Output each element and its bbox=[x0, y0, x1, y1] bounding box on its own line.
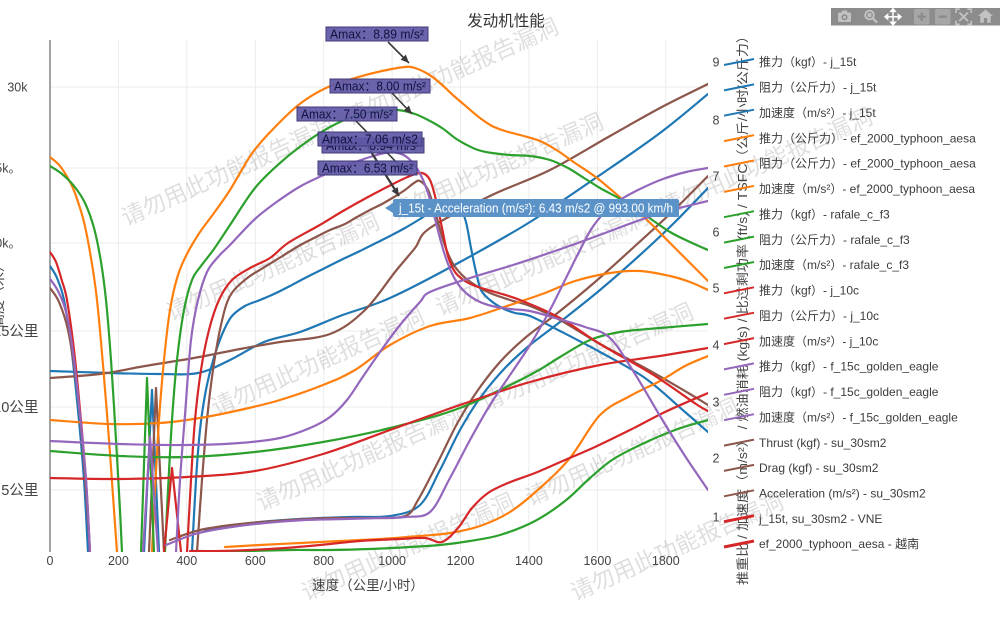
svg-text:加速度（m/s²）- f_15c_golden_eagle: 加速度（m/s²）- f_15c_golden_eagle bbox=[759, 409, 958, 424]
svg-text:9: 9 bbox=[713, 56, 720, 70]
svg-text:Amax：8.00 m/s²: Amax：8.00 m/s² bbox=[334, 79, 426, 93]
svg-text:Amax：8.89 m/s²: Amax：8.89 m/s² bbox=[330, 27, 424, 41]
svg-text:Amax：7.06 m/s2: Amax：7.06 m/s2 bbox=[322, 132, 418, 146]
svg-text:阻力（公斤力）- rafale_c_f3: 阻力（公斤力）- rafale_c_f3 bbox=[759, 233, 910, 247]
svg-text:推力（kgf）- j_10c: 推力（kgf）- j_10c bbox=[759, 284, 859, 298]
svg-text:Acceleration (m/s²) - su_30sm2: Acceleration (m/s²) - su_30sm2 bbox=[759, 487, 926, 501]
svg-text:1000: 1000 bbox=[378, 554, 406, 568]
svg-text:j_15t, su_30sm2 - VNE: j_15t, su_30sm2 - VNE bbox=[758, 512, 882, 526]
svg-text:阻力（公斤力）- ef_2000_typhoon_aesa: 阻力（公斤力）- ef_2000_typhoon_aesa bbox=[759, 157, 976, 171]
svg-text:Thrust (kgf) - su_30sm2: Thrust (kgf) - su_30sm2 bbox=[759, 436, 887, 450]
svg-text:加速度（m/s²）- rafale_c_f3: 加速度（m/s²）- rafale_c_f3 bbox=[759, 257, 909, 272]
svg-text:Amax：7.50 m/s²: Amax：7.50 m/s² bbox=[301, 107, 393, 121]
svg-text:阻力（kgf）- f_15c_golden_eagle: 阻力（kgf）- f_15c_golden_eagle bbox=[759, 385, 939, 399]
svg-text:推重比 / 加速度（m/s²） / 燃油消耗 (kg/s): 推重比 / 加速度（m/s²） / 燃油消耗 (kg/s) / 比过剩功率 (f… bbox=[735, 29, 750, 585]
svg-text:200: 200 bbox=[108, 554, 129, 568]
svg-text:1400: 1400 bbox=[515, 554, 543, 568]
svg-text:ef_2000_typhoon_aesa - 越南: ef_2000_typhoon_aesa - 越南 bbox=[759, 536, 919, 551]
svg-text:25k。: 25k。 bbox=[0, 162, 21, 176]
svg-text:4: 4 bbox=[713, 339, 720, 353]
svg-text:10公里: 10公里 bbox=[0, 400, 39, 416]
svg-text:Drag (kgf) - su_30sm2: Drag (kgf) - su_30sm2 bbox=[759, 461, 879, 475]
svg-text:6: 6 bbox=[713, 226, 720, 240]
svg-text:20k。: 20k。 bbox=[0, 237, 21, 251]
svg-text:Amax：6.53 m/s²: Amax：6.53 m/s² bbox=[322, 161, 413, 175]
svg-text:推力（kgf）- j_15t: 推力（kgf）- j_15t bbox=[759, 55, 857, 69]
svg-text:发动机性能: 发动机性能 bbox=[467, 12, 545, 30]
svg-text:3: 3 bbox=[713, 396, 720, 410]
svg-text:1: 1 bbox=[713, 511, 720, 525]
svg-text:1800: 1800 bbox=[652, 554, 680, 568]
svg-text:j_15t - Acceleration (m/s²): 6: j_15t - Acceleration (m/s²): 6.43 m/s2 @… bbox=[398, 201, 673, 216]
svg-text:加速度（m/s²）- j_15t: 加速度（m/s²）- j_15t bbox=[759, 105, 876, 120]
svg-text:600: 600 bbox=[245, 554, 266, 568]
svg-text:7: 7 bbox=[713, 170, 720, 184]
svg-text:30k: 30k bbox=[7, 81, 28, 95]
svg-text:阻力（公斤力）- j_15t: 阻力（公斤力）- j_15t bbox=[759, 81, 877, 95]
svg-text:推力（公斤力）- ef_2000_typhoon_aesa: 推力（公斤力）- ef_2000_typhoon_aesa bbox=[759, 131, 976, 145]
svg-text:加速度（m/s²）- j_10c: 加速度（m/s²）- j_10c bbox=[759, 333, 878, 348]
svg-text:400: 400 bbox=[176, 554, 197, 568]
svg-text:800: 800 bbox=[313, 554, 334, 568]
svg-text:1600: 1600 bbox=[583, 554, 611, 568]
svg-text:阻力（公斤力）- j_10c: 阻力（公斤力）- j_10c bbox=[759, 309, 879, 323]
svg-text:5公里: 5公里 bbox=[1, 483, 38, 499]
svg-text:5: 5 bbox=[713, 282, 720, 296]
svg-text:高度（米）: 高度（米） bbox=[0, 258, 6, 328]
svg-text:8: 8 bbox=[713, 114, 720, 128]
svg-text:2: 2 bbox=[713, 452, 720, 466]
svg-text:速度（公里/小时）: 速度（公里/小时） bbox=[312, 578, 424, 593]
svg-text:推力（kgf）- f_15c_golden_eagle: 推力（kgf）- f_15c_golden_eagle bbox=[759, 360, 939, 374]
svg-text:推力（kgf）- rafale_c_f3: 推力（kgf）- rafale_c_f3 bbox=[759, 207, 890, 221]
svg-text:15公里: 15公里 bbox=[0, 324, 39, 340]
svg-text:加速度（m/s²）- ef_2000_typhoon_aes: 加速度（m/s²）- ef_2000_typhoon_aesa bbox=[759, 181, 975, 196]
svg-text:0: 0 bbox=[47, 554, 54, 568]
svg-text:1200: 1200 bbox=[447, 554, 475, 568]
